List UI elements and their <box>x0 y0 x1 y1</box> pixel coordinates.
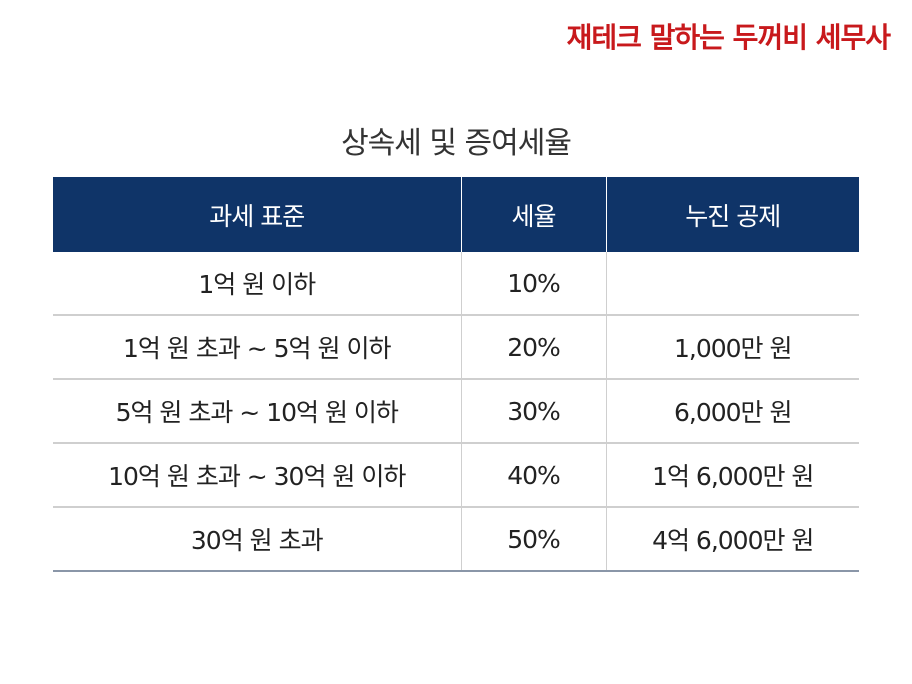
header-tax-base: 과세 표준 <box>53 177 461 252</box>
brand-label: 재테크 말하는 두꺼비 세무사 <box>566 21 891 54</box>
table-row: 10억 원 초과 ~ 30억 원 이하 40% 1억 6,000만 원 <box>53 443 859 508</box>
cell-tax-rate: 40% <box>460 443 606 508</box>
cell-deduction: 1억 6,000만 원 <box>605 443 859 508</box>
cell-deduction: 1,000만 원 <box>605 315 859 380</box>
cell-tax-rate: 10% <box>460 252 606 316</box>
cell-deduction: 4억 6,000만 원 <box>605 507 859 572</box>
cell-tax-rate: 50% <box>460 507 606 572</box>
table-row: 30억 원 초과 50% 4억 6,000만 원 <box>53 507 859 572</box>
cell-tax-rate: 20% <box>460 315 606 380</box>
cell-tax-base: 10억 원 초과 ~ 30억 원 이하 <box>53 443 461 508</box>
header-tax-rate: 세율 <box>460 177 606 252</box>
cell-tax-base: 30억 원 초과 <box>53 507 461 572</box>
table-row: 5억 원 초과 ~ 10억 원 이하 30% 6,000만 원 <box>53 379 859 444</box>
cell-tax-base: 1억 원 초과 ~ 5억 원 이하 <box>53 315 461 380</box>
header-progressive-deduction: 누진 공제 <box>605 177 859 252</box>
tax-rate-table: 과세 표준 세율 누진 공제 1억 원 이하 10% 1억 원 초과 ~ 5억 … <box>53 177 859 572</box>
cell-deduction: 6,000만 원 <box>605 379 859 444</box>
cell-deduction <box>605 252 859 316</box>
table-header-row: 과세 표준 세율 누진 공제 <box>53 177 859 252</box>
cell-tax-base: 5억 원 초과 ~ 10억 원 이하 <box>53 379 461 444</box>
table-row: 1억 원 초과 ~ 5억 원 이하 20% 1,000만 원 <box>53 315 859 380</box>
table-row: 1억 원 이하 10% <box>53 252 859 316</box>
cell-tax-rate: 30% <box>460 379 606 444</box>
cell-tax-base: 1억 원 이하 <box>53 252 461 316</box>
page-title: 상속세 및 증여세율 <box>341 126 572 161</box>
